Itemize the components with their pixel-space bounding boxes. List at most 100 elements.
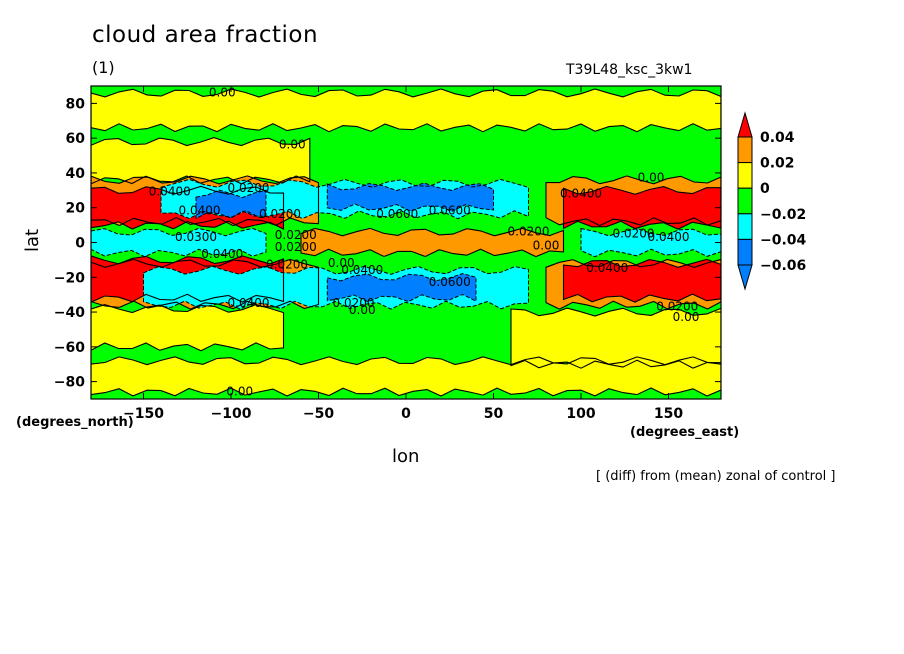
- band-blue: [196, 190, 266, 219]
- x-tick-label: −150: [123, 406, 164, 422]
- x-tick-label: 100: [566, 406, 595, 422]
- band-yellow: [91, 304, 284, 351]
- contour-label: 0.0600: [376, 207, 418, 221]
- x-axis-ticks: −150 −100 −50 0 50 100 150: [123, 86, 683, 422]
- y-tick-label: 20: [66, 201, 86, 217]
- band-cyan: [581, 228, 721, 257]
- colorbar-label: 0: [760, 181, 770, 197]
- contour-label: 0.0300: [175, 230, 217, 244]
- contour-label: 0.0600: [429, 275, 471, 289]
- contour-label: 0.0400: [648, 230, 690, 244]
- filled-contour-bands: [91, 89, 721, 396]
- contour-label: 0.0400: [201, 247, 243, 261]
- contour-label: 0.00: [279, 138, 306, 152]
- contour-label: 0.0200: [266, 258, 308, 272]
- contour-line: [326, 182, 494, 212]
- contour-label: 0.0400: [179, 204, 221, 218]
- x-axis-label: lon: [392, 446, 420, 467]
- contour-line: [91, 88, 721, 133]
- colorbar-swatch: [737, 238, 753, 266]
- contour-label: 0.0200: [275, 228, 317, 242]
- x-tick-label: 150: [654, 406, 683, 422]
- contour-label: 0.0200: [656, 299, 698, 313]
- contour-line: [91, 356, 721, 397]
- contour-line: [545, 258, 721, 310]
- y-tick-label: 80: [66, 96, 86, 112]
- colorbar-label: 0.02: [760, 156, 795, 172]
- contour-label: 0.0200: [228, 181, 270, 195]
- contour-label: 0.0200: [508, 225, 550, 239]
- run-name: T39L48_ksc_3kw1: [566, 62, 693, 78]
- y-tick-label: −80: [54, 375, 85, 391]
- band-yellow: [91, 89, 721, 132]
- contour-label: 0.0200: [613, 226, 655, 240]
- y-axis-label: lat: [22, 228, 43, 252]
- contour-line: [562, 258, 721, 303]
- contour-label: 0.00: [226, 385, 253, 399]
- band-cyan: [91, 228, 266, 257]
- contour-line: [562, 185, 721, 230]
- band-yellow: [91, 137, 310, 184]
- colorbar-swatch: [737, 213, 753, 240]
- contour-label: 0.0200: [333, 296, 375, 310]
- x-tick-label: 0: [401, 406, 411, 422]
- chart-subtitle: (1): [92, 58, 115, 77]
- contour-label: 0.00: [328, 256, 355, 270]
- x-tick-label: −100: [211, 406, 252, 422]
- contour-label: 0.00: [533, 238, 560, 252]
- colorbar-swatch: [737, 187, 753, 215]
- contour-label: 0.00: [638, 171, 665, 185]
- contour-label: 0.00: [673, 310, 700, 324]
- contour-label: 0.0200: [259, 207, 301, 221]
- contour-label: 0.00: [349, 303, 376, 317]
- colorbar-swatch: [737, 162, 753, 189]
- contour-label: 0.0400: [586, 261, 628, 275]
- contour-label: 0.0400: [149, 185, 191, 199]
- x-axis-units: (degrees_east): [630, 425, 740, 440]
- contour-label: 0.0200: [275, 240, 317, 254]
- band-yellow: [91, 356, 721, 396]
- contour-line: [91, 227, 267, 258]
- contour-label: 0.0600: [429, 204, 471, 218]
- y-tick-label: −20: [54, 270, 85, 286]
- contour-line: [580, 227, 721, 258]
- diff-note: [ (diff) from (mean) zonal of control ]: [596, 469, 836, 484]
- colorbar-over-triangle: [737, 111, 753, 138]
- contour-line: [300, 227, 565, 258]
- y-tick-label: −40: [54, 305, 85, 321]
- colorbar-label: 0.04: [760, 130, 795, 146]
- band-red: [563, 259, 721, 303]
- contour-line: [195, 189, 267, 220]
- colorbar-label: −0.04: [760, 232, 807, 248]
- band-yellow: [511, 308, 721, 369]
- contour-line: [510, 307, 721, 369]
- contour-line: [91, 185, 285, 230]
- y-tick-label: 40: [66, 166, 86, 182]
- contour-label: 0.00: [209, 85, 236, 99]
- contour-label: 0.0400: [560, 186, 602, 200]
- contour-label: 0.0400: [341, 263, 383, 277]
- band-blue: [327, 183, 494, 212]
- x-tick-label: 50: [484, 406, 504, 422]
- contour-line: [326, 273, 477, 303]
- contour-lines: [91, 88, 721, 397]
- colorbar-label: −0.06: [760, 258, 806, 274]
- contour-line: [160, 178, 529, 220]
- y-tick-label: 0: [75, 236, 85, 252]
- colorbar-label: −0.02: [760, 207, 806, 223]
- colorbar-under-triangle: [737, 264, 753, 291]
- y-axis-units: (degrees_north): [16, 415, 134, 430]
- y-axis-ticks: −80 −60 −40 −20 0 20 40 60 80: [54, 96, 721, 391]
- contour-line: [545, 175, 721, 227]
- y-tick-label: 60: [66, 131, 86, 147]
- colorbar: 0.04 0.02 0 −0.02 −0.04 −0.06: [737, 111, 807, 291]
- colorbar-swatch: [737, 136, 753, 164]
- contour-line: [91, 255, 285, 303]
- x-tick-label: −50: [303, 406, 334, 422]
- chart-title: cloud area fraction: [92, 22, 319, 48]
- band-red: [563, 186, 721, 230]
- contour-label: 0.0400: [228, 296, 270, 310]
- contour-line: [143, 265, 529, 310]
